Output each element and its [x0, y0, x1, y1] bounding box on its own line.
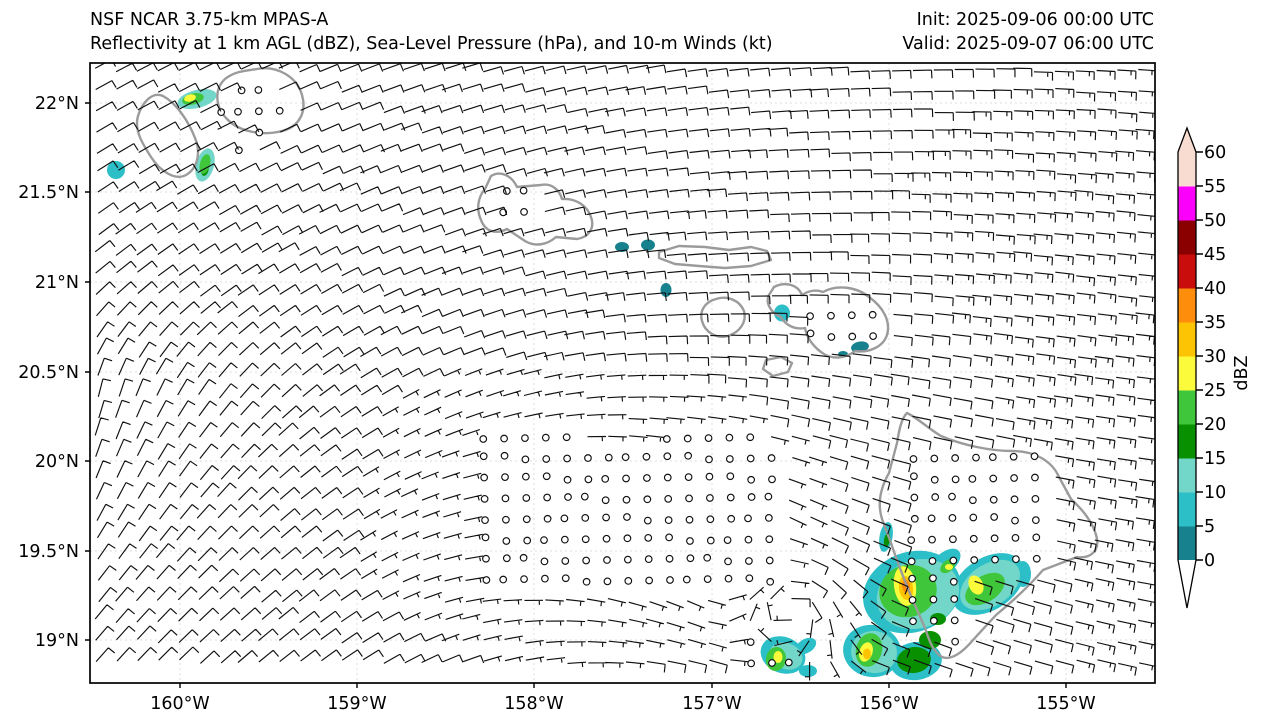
field-title: Reflectivity at 1 km AGL (dBZ), Sea-Leve…	[90, 33, 773, 54]
colorbar-tick-label: 30	[1204, 347, 1226, 367]
coastline-kauai	[216, 67, 305, 135]
y-tick-label: 19°N	[35, 631, 79, 651]
colorbar-over-arrow	[1178, 128, 1196, 152]
colorbar: 0 5 10 15 20 25 30 35 40 45 50 55 60 dBZ	[1177, 126, 1252, 609]
colorbar-tick-label: 45	[1204, 245, 1226, 265]
y-tick-label: 22°N	[35, 94, 79, 114]
coastline-molokai	[657, 244, 773, 270]
colorbar-tick-label: 20	[1204, 415, 1226, 435]
colorbar-tick-label: 55	[1204, 177, 1226, 197]
coastline-niihau	[135, 93, 200, 178]
x-tick-label: 159°W	[327, 694, 386, 714]
y-tick-label: 19.5°N	[18, 542, 79, 562]
axes: 160°W 159°W 158°W 157°W 156°W 155°W 22°N 21.5°N…	[18, 94, 1096, 714]
colorbar-tick-label: 25	[1204, 381, 1226, 401]
x-tick-label: 157°W	[682, 694, 741, 714]
y-tick-label: 21°N	[35, 273, 79, 293]
y-tick-label: 20°N	[35, 452, 79, 472]
time-block: Init: 2025-09-06 00:00 UTC Valid: 2025-0…	[902, 9, 1154, 56]
y-tick-label: 20.5°N	[18, 363, 79, 383]
colorbar-tick-label: 15	[1204, 449, 1226, 469]
colorbar-tick-label: 35	[1204, 313, 1226, 333]
colorbar-tick-label: 0	[1204, 551, 1215, 571]
colorbar-tick-label: 5	[1204, 517, 1215, 537]
colorbar-axis-label: dBZ	[1232, 355, 1252, 390]
x-tick-label: 156°W	[859, 694, 918, 714]
plot-border	[89, 62, 1156, 684]
coastline-oahu	[477, 172, 594, 246]
colorbar-under-arrow	[1178, 560, 1196, 608]
colorbar-tick-label: 40	[1204, 279, 1226, 299]
x-tick-label: 160°W	[150, 694, 209, 714]
x-tick-label: 158°W	[504, 694, 563, 714]
reflectivity-layer	[107, 89, 1031, 681]
colorbar-tick-label: 50	[1204, 211, 1226, 231]
model-title: NSF NCAR 3.75-km MPAS-A	[90, 10, 329, 30]
valid-time: Valid: 2025-09-07 06:00 UTC	[902, 33, 1154, 54]
colorbar-tick-label: 60	[1204, 143, 1226, 163]
coastline-hawaii-big-island	[878, 411, 1099, 660]
wind-barbs-layer	[94, 63, 1155, 681]
colorbar-tick-label: 10	[1204, 483, 1226, 503]
x-tick-label: 155°W	[1036, 694, 1095, 714]
coastline-maui	[766, 283, 890, 359]
title-block: NSF NCAR 3.75-km MPAS-A Reflectivity at …	[90, 9, 773, 56]
coastlines-layer	[135, 67, 1099, 660]
y-tick-label: 21.5°N	[18, 183, 79, 203]
init-time: Init: 2025-09-06 00:00 UTC	[916, 10, 1154, 30]
